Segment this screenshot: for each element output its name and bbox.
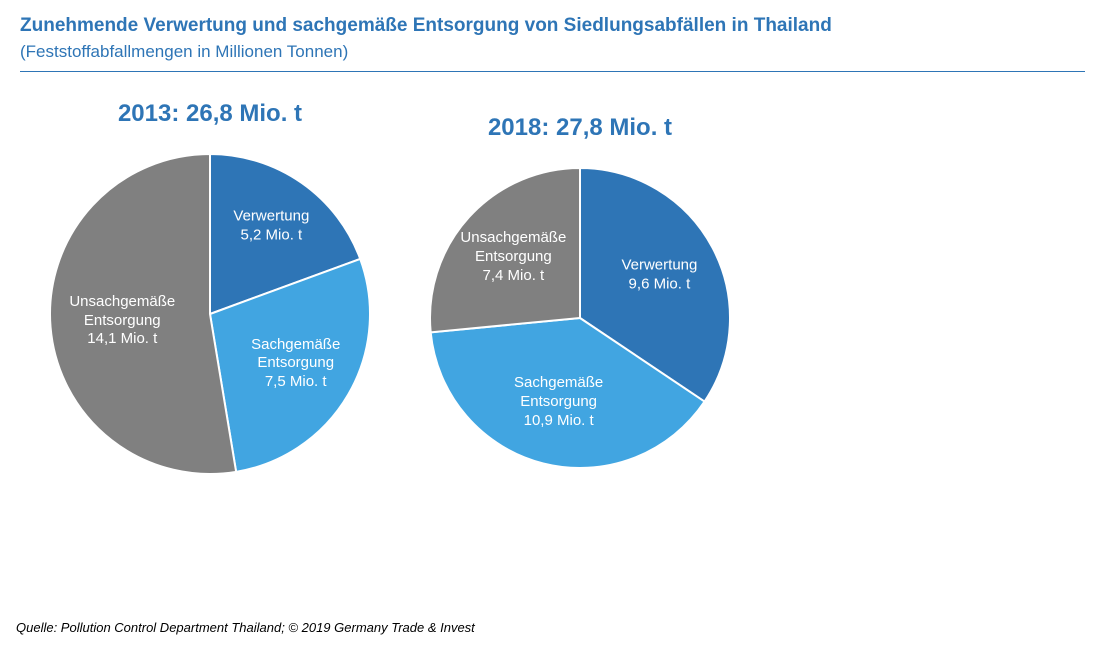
chart-2018: 2018: 27,8 Mio. t Verwertung9,6 Mio. tSa… <box>430 114 730 468</box>
charts-row: 2013: 26,8 Mio. t Verwertung5,2 Mio. tSa… <box>20 72 1085 474</box>
pie-2013: Verwertung5,2 Mio. tSachgemäßeEntsorgung… <box>50 154 370 474</box>
page-container: Zunehmende Verwertung und sachgemäße Ent… <box>0 0 1105 649</box>
pie-slice <box>50 154 236 474</box>
source-text: Quelle: Pollution Control Department Tha… <box>16 620 475 635</box>
chart-2013-title: 2013: 26,8 Mio. t <box>118 100 302 128</box>
pie-slice <box>430 168 580 332</box>
subtitle: (Feststoffabfallmengen in Millionen Tonn… <box>20 41 1085 63</box>
chart-2018-title: 2018: 27,8 Mio. t <box>488 114 672 142</box>
main-title: Zunehmende Verwertung und sachgemäße Ent… <box>20 14 1085 39</box>
chart-2013: 2013: 26,8 Mio. t Verwertung5,2 Mio. tSa… <box>50 100 370 474</box>
pie-2018: Verwertung9,6 Mio. tSachgemäßeEntsorgung… <box>430 168 730 468</box>
